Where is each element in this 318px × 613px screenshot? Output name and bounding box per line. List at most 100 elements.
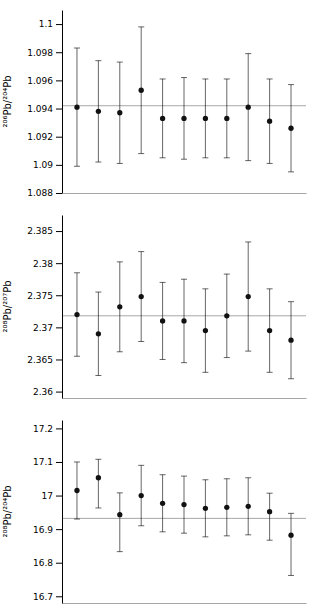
- x-axis: [63, 603, 307, 604]
- error-bar-cap-upper: [224, 478, 230, 479]
- point: [203, 506, 208, 511]
- point: [224, 313, 229, 318]
- y-tick-label: 1.094: [27, 104, 53, 114]
- error-bar: [95, 292, 101, 375]
- error-bar-cap-upper: [138, 465, 144, 466]
- y-tick-mark: [56, 24, 62, 25]
- error-bar-cap-lower: [117, 551, 123, 552]
- error-bar-cap-upper: [245, 241, 251, 242]
- error-bar: [181, 78, 187, 160]
- point: [139, 294, 144, 299]
- y-tick-label: 1.088: [27, 188, 53, 198]
- y-tick-mark: [56, 137, 62, 138]
- y-axis: 2.362.3652.372.3752.382.385: [27, 216, 62, 399]
- y-tick-mark: [56, 231, 62, 232]
- error-bars: [74, 242, 294, 379]
- error-bar-cap-lower: [181, 533, 187, 534]
- error-bar: [288, 85, 294, 172]
- y-axis: 16.716.816.91717.117.2: [33, 421, 63, 604]
- y-tick-label: 2.375: [27, 291, 53, 301]
- point: [139, 493, 144, 498]
- plot-area: [62, 242, 306, 379]
- point: [246, 104, 251, 109]
- error-bar-cap-lower: [117, 163, 123, 164]
- error-bar: [267, 79, 273, 163]
- error-bar-cap-lower: [138, 153, 144, 154]
- point: [288, 533, 293, 538]
- error-bar-cap-upper: [181, 476, 187, 477]
- error-bar-cap-lower: [95, 375, 101, 376]
- error-bar: [138, 252, 144, 342]
- chart: 1.0881.091.0921.0941.0961.0981.1²⁰⁶Pb/²⁰…: [0, 0, 318, 613]
- error-bar-cap-upper: [202, 288, 208, 289]
- error-bar-cap-lower: [224, 157, 230, 158]
- x-axis: [63, 398, 307, 399]
- y-tick-mark: [56, 596, 62, 597]
- point: [117, 110, 122, 115]
- point: [181, 502, 186, 507]
- error-bar: [160, 475, 166, 532]
- y-tick-mark: [56, 496, 62, 497]
- error-bar-cap-lower: [160, 531, 166, 532]
- error-bar-cap-upper: [202, 78, 208, 79]
- error-bar-cap-upper: [95, 292, 101, 293]
- error-bar: [138, 465, 144, 525]
- error-bar-cap-upper: [267, 288, 273, 289]
- y-tick-mark: [56, 109, 62, 110]
- error-bar-cap-upper: [117, 492, 123, 493]
- error-bar-cap-lower: [74, 519, 80, 520]
- y-tick: 17.1: [33, 457, 62, 467]
- x-axis-line: [63, 603, 307, 604]
- error-bar-cap-lower: [202, 157, 208, 158]
- plot-area: [62, 459, 306, 575]
- error-bar-cap-upper: [288, 301, 294, 302]
- error-bar: [224, 479, 230, 536]
- error-bar-cap-lower: [160, 157, 166, 158]
- error-bar-cap-upper: [95, 60, 101, 61]
- point: [288, 338, 293, 343]
- y-tick: 1.088: [27, 188, 62, 198]
- point: [246, 294, 251, 299]
- error-bar-cap-upper: [245, 477, 251, 478]
- y-tick: 1.1: [39, 19, 62, 29]
- y-tick: 1.098: [27, 48, 62, 58]
- points: [74, 88, 293, 131]
- error-bar: [117, 493, 123, 552]
- error-bar-cap-lower: [74, 166, 80, 167]
- error-bar-cap-lower: [288, 378, 294, 379]
- error-bar: [95, 61, 101, 162]
- point: [181, 318, 186, 323]
- error-bar-line: [119, 493, 120, 552]
- y-axis-title: ²⁰⁸Pb/²⁰⁷Pb: [2, 280, 13, 332]
- y-tick: 1.092: [27, 132, 62, 142]
- point: [267, 509, 272, 514]
- y-tick-label: 2.365: [27, 355, 53, 365]
- error-bar: [288, 513, 294, 575]
- error-bar-cap-lower: [224, 357, 230, 358]
- error-bar: [181, 279, 187, 362]
- y-tick-label: 17: [42, 491, 53, 501]
- y-tick-mark: [56, 359, 62, 360]
- error-bar-cap-upper: [160, 282, 166, 283]
- point: [203, 328, 208, 333]
- error-bar-cap-lower: [267, 372, 273, 373]
- error-bar-cap-lower: [224, 535, 230, 536]
- error-bar: [267, 493, 273, 540]
- point: [96, 475, 101, 480]
- point: [96, 109, 101, 114]
- error-bar-cap-upper: [288, 513, 294, 514]
- y-tick-label: 2.37: [33, 323, 53, 333]
- y-tick-label: 16.7: [33, 592, 53, 602]
- error-bars: [74, 459, 294, 575]
- point: [246, 504, 251, 509]
- error-bar-cap-lower: [74, 356, 80, 357]
- y-tick-label: 1.096: [27, 76, 53, 86]
- error-bar-cap-upper: [138, 251, 144, 252]
- y-tick-label: 1.092: [27, 132, 53, 142]
- y-axis-line: [62, 11, 63, 194]
- point: [224, 116, 229, 121]
- error-bar-cap-upper: [288, 84, 294, 85]
- error-bar: [245, 242, 251, 351]
- x-axis-line: [63, 193, 307, 194]
- error-bar: [138, 27, 144, 154]
